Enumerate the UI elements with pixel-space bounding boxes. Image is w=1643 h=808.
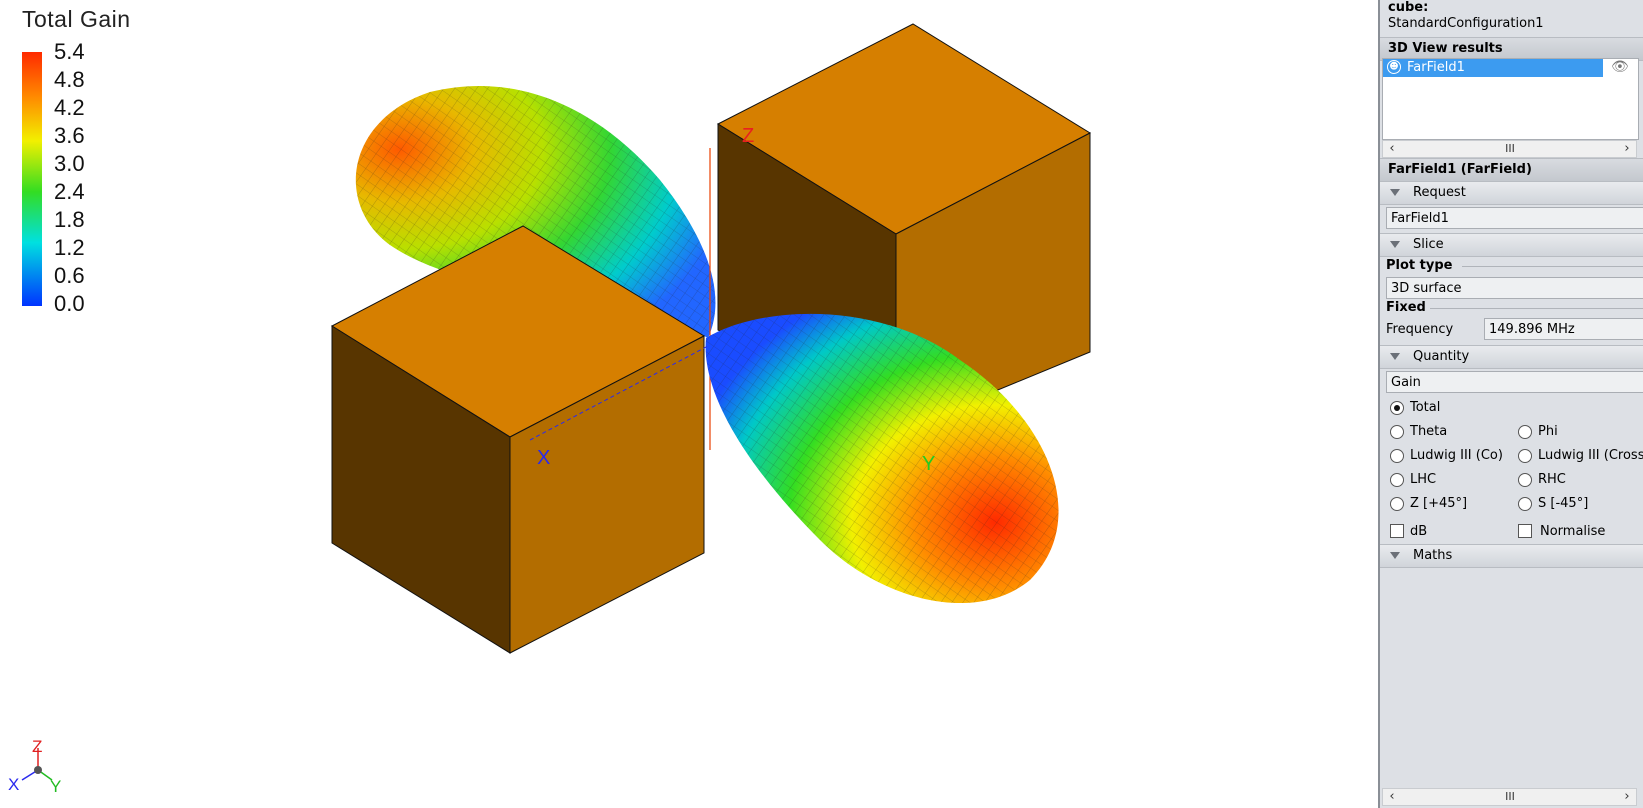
triad-y-label: Y xyxy=(50,777,61,796)
results-header-label: 3D View results xyxy=(1388,41,1503,56)
scroll-thumb[interactable]: III xyxy=(1505,142,1515,155)
section-request[interactable]: Request xyxy=(1380,181,1643,205)
radio-total[interactable] xyxy=(1390,401,1404,415)
color-scale-bar xyxy=(22,52,42,306)
properties-panel: cube: StandardConfiguration1 3D View res… xyxy=(1378,0,1643,808)
scroll-left-icon[interactable]: ‹ xyxy=(1389,789,1395,804)
plot-type-label: Plot type xyxy=(1386,258,1453,273)
farfield-lobe-lower[interactable] xyxy=(705,313,1059,604)
legend-tick-label: 4.2 xyxy=(54,95,85,120)
radio-label: S [-45°] xyxy=(1538,496,1589,511)
legend-tick-label: 5.4 xyxy=(54,39,85,64)
radio-lhc[interactable] xyxy=(1390,473,1404,487)
triad-x-label: X xyxy=(8,775,19,794)
farfield-lobe-upper[interactable] xyxy=(355,85,716,339)
section-quantity[interactable]: Quantity xyxy=(1380,345,1643,369)
normalise-checkbox[interactable] xyxy=(1518,524,1532,538)
eye-icon[interactable]: 👁 xyxy=(1611,59,1629,75)
radio-label: Ludwig III (Co) xyxy=(1410,448,1503,463)
fixed-label: Fixed xyxy=(1386,300,1426,315)
triad-z-label: Z xyxy=(32,737,42,756)
frequency-input[interactable]: 149.896 MHz xyxy=(1484,318,1643,340)
legend-tick-label: 0.6 xyxy=(54,263,85,288)
radio-label: Z [+45°] xyxy=(1410,496,1468,511)
scroll-right-icon[interactable]: › xyxy=(1624,789,1630,804)
cube-front-left[interactable] xyxy=(330,225,706,654)
legend-tick-label: 3.0 xyxy=(54,151,85,176)
radio-label: RHC xyxy=(1538,472,1566,487)
results-scrollbar[interactable]: ‹ III › xyxy=(1382,140,1637,158)
y-axis-label: Y xyxy=(922,453,935,475)
legend-tick-label: 0.0 xyxy=(54,291,85,316)
properties-title-bar: FarField1 (FarField) xyxy=(1380,158,1643,182)
orientation-triad[interactable]: Z X Y xyxy=(8,737,61,796)
radio-ludwig-iii-cross[interactable] xyxy=(1518,449,1532,463)
radio-z-45[interactable] xyxy=(1390,497,1404,511)
collapse-icon xyxy=(1390,241,1400,248)
scroll-right-icon[interactable]: › xyxy=(1624,141,1630,156)
z-axis-label: Z xyxy=(742,125,754,147)
radio-rhc[interactable] xyxy=(1518,473,1532,487)
legend-tick-label: 1.2 xyxy=(54,235,85,260)
section-slice[interactable]: Slice xyxy=(1380,233,1643,257)
section-quantity-label: Quantity xyxy=(1413,349,1470,364)
radio-label: Phi xyxy=(1538,424,1558,439)
db-checkbox[interactable] xyxy=(1390,524,1404,538)
radio-label: Ludwig III (Cross) xyxy=(1538,448,1643,463)
panel-scrollbar[interactable]: ‹ III › xyxy=(1382,788,1637,806)
properties-title: FarField1 (FarField) xyxy=(1388,162,1532,177)
collapse-icon xyxy=(1390,189,1400,196)
radio-label: LHC xyxy=(1410,472,1437,487)
legend-tick-label: 1.8 xyxy=(54,207,85,232)
radio-ludwig-iii-co[interactable] xyxy=(1390,449,1404,463)
x-axis-label: X xyxy=(537,447,550,469)
section-maths[interactable]: Maths xyxy=(1380,544,1643,568)
legend-tick-label: 2.4 xyxy=(54,179,85,204)
divider xyxy=(1430,308,1643,309)
request-field[interactable]: FarField1 xyxy=(1386,207,1643,229)
results-item-farfield1[interactable]: ☻ FarField1 xyxy=(1383,59,1603,77)
plot-type-select[interactable]: 3D surface xyxy=(1386,277,1643,299)
db-label: dB xyxy=(1410,524,1428,539)
results-item-label: FarField1 xyxy=(1407,60,1465,75)
radio-label: Total xyxy=(1410,400,1441,415)
legend-tick-label: 3.6 xyxy=(54,123,85,148)
divider xyxy=(1462,266,1643,267)
3d-viewport[interactable]: X Y Z Z X Y Total Gain 5.4 4.8 4.2 3.6 3.0 2.… xyxy=(0,0,1378,808)
section-slice-label: Slice xyxy=(1413,237,1444,252)
section-maths-label: Maths xyxy=(1413,548,1453,563)
scroll-left-icon[interactable]: ‹ xyxy=(1389,141,1395,156)
collapse-icon xyxy=(1390,353,1400,360)
results-list[interactable]: ☻ FarField1 👁 xyxy=(1382,58,1639,140)
section-request-label: Request xyxy=(1413,185,1466,200)
farfield-icon: ☻ xyxy=(1387,60,1401,74)
legend-tick-label: 4.8 xyxy=(54,67,85,92)
scroll-thumb[interactable]: III xyxy=(1505,790,1515,803)
frequency-label: Frequency xyxy=(1386,322,1454,337)
config-label: cube: xyxy=(1388,0,1429,15)
x-axis-line xyxy=(529,345,709,441)
legend-title: Total Gain xyxy=(22,6,131,32)
radio-s-45[interactable] xyxy=(1518,497,1532,511)
radio-theta[interactable] xyxy=(1390,425,1404,439)
scene-canvas[interactable]: X Y Z Z X Y xyxy=(0,0,1378,808)
quantity-select[interactable]: Gain xyxy=(1386,371,1643,393)
normalise-label: Normalise xyxy=(1540,524,1606,539)
radio-label: Theta xyxy=(1410,424,1448,439)
results-header: 3D View results xyxy=(1380,37,1643,61)
radio-phi[interactable] xyxy=(1518,425,1532,439)
collapse-icon xyxy=(1390,552,1400,559)
config-name: StandardConfiguration1 xyxy=(1388,16,1544,31)
